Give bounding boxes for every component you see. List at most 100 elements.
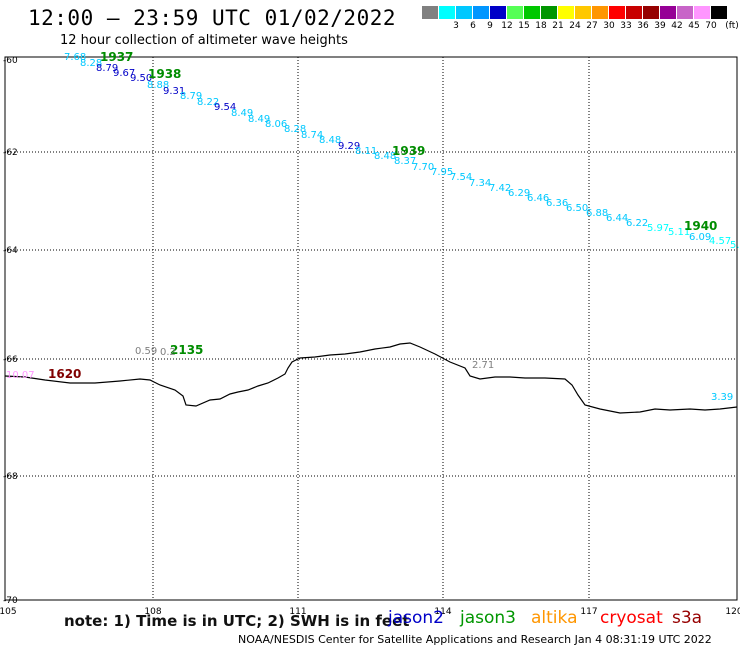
legend-swatch [575,6,591,19]
wave-height-value: 9.29 [338,141,360,152]
legend-label: 3 [453,21,459,31]
wave-height-value: 9.54 [214,102,236,113]
wave-height-value: 0.2 [160,347,176,358]
wave-height-value: 6.88 [586,208,608,219]
coastline [4,342,738,414]
legend-swatch [558,6,574,19]
legend-swatch [643,6,659,19]
wave-height-value: 6.44 [606,213,628,224]
wave-height-value: 5. [730,240,740,251]
wave-height-value: 6.50 [566,203,588,214]
satellite-s3a: s3a [672,608,703,628]
footer: note: 1) Time is in UTC; 2) SWH is in fe… [0,608,740,650]
legend-swatch [694,6,710,19]
legend-label: 30 [603,21,615,31]
wave-height-value: 8.22 [197,97,219,108]
wave-height-value: 6.36 [546,198,568,209]
lon-label: 117 [580,607,597,617]
wave-height-value: 8.37 [394,156,416,167]
wave-height-value: 9.31 [163,86,185,97]
legend-label: 12 [501,21,513,31]
wave-height-value: 8.79 [96,63,118,74]
lon-label: 108 [144,607,161,617]
legend-label: 27 [586,21,598,31]
legend-label: 6 [470,21,476,31]
legend-label: 45 [688,21,700,31]
legend-label: 21 [552,21,564,31]
legend-swatch [609,6,625,19]
latitude-labels: -60 -62 -64 -66 -68 -70 [3,56,18,606]
wave-height-value: 3.39 [711,392,733,403]
wave-height-value: 9.50 [130,73,152,84]
legend-swatch [711,6,727,19]
wave-height-value: 2.71 [472,360,494,371]
legend-swatch [677,6,693,19]
pass-time-label: 2135 [170,343,203,357]
other-track-values: 0.59 0.2 2.71 3.39 10.07 [6,346,733,403]
jason3-track-values: 7.688.288.799.679.508.889.318.798.229.54… [64,52,740,251]
wave-height-value: 8.79 [180,91,202,102]
lon-label: 120 [725,607,740,617]
wave-height-value: 0.59 [135,346,157,357]
wave-height-value: 7.70 [412,162,434,173]
wave-height-value: 6.46 [527,193,549,204]
wave-height-value: 9.67 [113,68,135,79]
satellite-jason2: jason2 [388,608,444,628]
wave-height-value: 8.28 [80,58,102,69]
wave-height-value: 8.88 [147,80,169,91]
lat-label: -70 [3,596,18,606]
pass-time-label: 1940 [684,219,717,233]
wave-height-value: 8.74 [301,130,323,141]
lat-label: -66 [3,355,18,365]
wave-height-value: 10.07 [6,370,35,381]
legend-unit: (ft) [725,21,739,31]
satellite-cryosat: cryosat [600,608,663,628]
credit-line: NOAA/NESDIS Center for Satellite Applica… [238,633,712,646]
satellite-altika: altika [531,608,578,628]
legend-label: 39 [654,21,666,31]
wave-height-value: 8.28 [284,124,306,135]
legend-label: 70 [705,21,717,31]
lon-label: 105 [0,607,17,617]
legend-swatch [507,6,523,19]
pass-time-label: 1939 [392,144,425,158]
lat-label: -60 [3,56,18,66]
legend-swatch [592,6,608,19]
wave-height-value: 8.06 [265,119,287,130]
map-subtitle: 12 hour collection of altimeter wave hei… [60,33,348,48]
lon-label: 114 [434,607,451,617]
wave-height-value: 8.11 [355,146,377,157]
wave-height-value: 8.49 [231,108,253,119]
pass-time-label: 1620 [48,367,81,381]
pass-time-label: 1938 [148,67,181,81]
pass-time-labels: 1937 1938 1939 1940 2135 1620 [48,50,717,381]
legend-swatch [422,6,438,19]
lon-label: 111 [289,607,306,617]
lat-label: -64 [3,246,18,256]
legend-label: 15 [518,21,530,31]
lat-label: -68 [3,472,18,482]
legend-label: 24 [569,21,581,31]
legend-swatch [456,6,472,19]
legend-swatch [626,6,642,19]
lat-label: -62 [3,148,18,158]
wave-height-value: 6.29 [508,188,530,199]
wave-height-value: 7.34 [469,178,491,189]
wave-height-value: 5.11 [668,227,690,238]
legend-label: 36 [637,21,649,31]
wave-height-value: 8.48 [319,135,341,146]
wave-height-value: 7.42 [489,183,511,194]
wave-height-value: 7.95 [431,167,453,178]
legend-swatch [524,6,540,19]
legend-swatch [541,6,557,19]
legend-label: 18 [535,21,547,31]
wave-height-value: 6.22 [626,218,648,229]
satellite-jason3: jason3 [460,608,516,628]
map-title: 12:00 – 23:59 UTC 01/02/2022 [28,6,397,30]
wave-height-value: 4.57 [709,236,731,247]
footer-note: note: 1) Time is in UTC; 2) SWH is in fe… [64,612,410,630]
legend-label: 42 [671,21,683,31]
wave-height-value: 8.48 [374,151,396,162]
legend-swatch [660,6,676,19]
